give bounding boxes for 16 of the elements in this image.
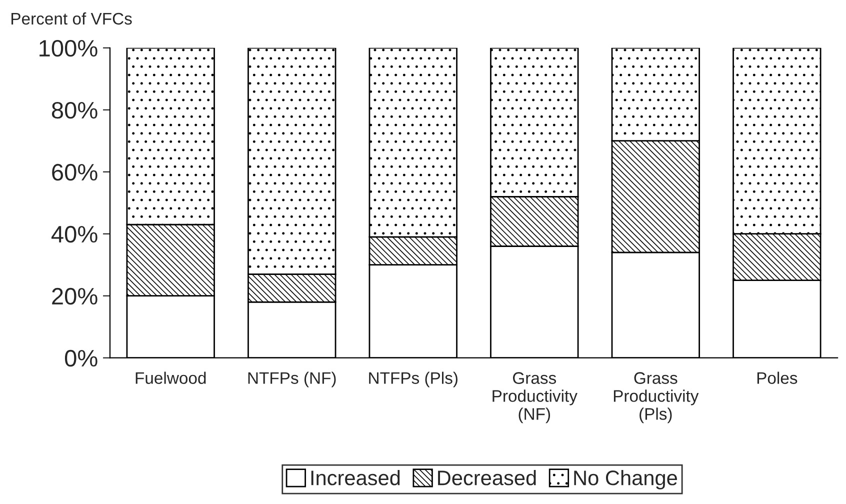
x-tick-label: Grass Productivity (NF) [492, 372, 578, 424]
y-tick-label: 20% [52, 288, 98, 305]
y-tick-label: 80% [52, 102, 98, 119]
y-tick-label: 0% [64, 350, 98, 367]
x-tick-label: NTFPs (Pls) [369, 372, 458, 388]
x-tick-label: NTFPs (NF) [248, 372, 336, 388]
legend-label: Increased [311, 470, 400, 486]
legend-label: Decreased [438, 470, 536, 486]
x-tick-label: Fuelwood [136, 372, 206, 384]
legend-label: No Change [574, 470, 677, 490]
y-axis-title: Percent of VFCs [12, 12, 132, 25]
y-tick-label: 40% [51, 226, 98, 243]
y-tick-label: 100% [40, 40, 98, 57]
x-tick-label: Grass Productivity (Pls) [614, 372, 699, 424]
y-tick-label: 60% [52, 164, 98, 181]
x-tick-label: Poles [757, 372, 798, 384]
